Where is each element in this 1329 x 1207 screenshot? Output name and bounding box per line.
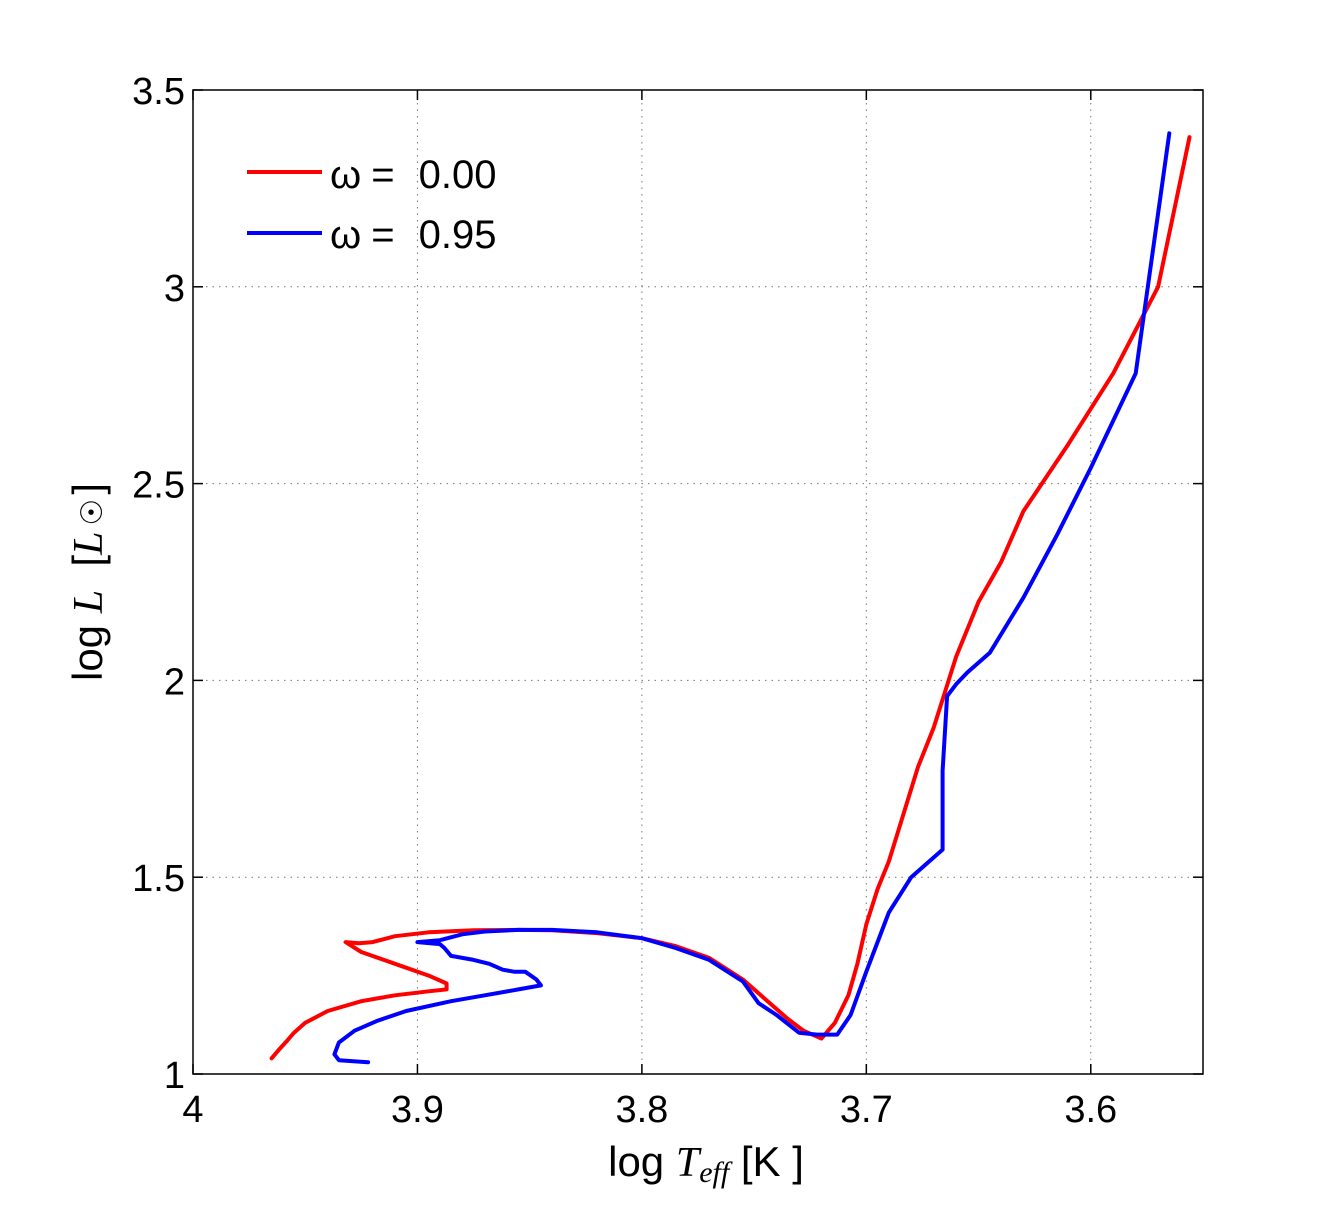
y-tick-label: 1.5	[132, 858, 185, 900]
x-tick-label: 3.8	[615, 1089, 668, 1131]
series-layer	[269, 131, 1192, 1065]
legend-entry-omega-1: ω = 0.95	[330, 213, 496, 257]
y-tick-label: 2	[164, 661, 185, 703]
grid-layer	[193, 90, 1203, 1074]
y-tick-label: 3.5	[132, 71, 185, 113]
y-tick-labels: 1 1.5 2 2.5 3 3.5	[132, 71, 185, 1097]
y-tick-label: 2.5	[132, 465, 185, 507]
x-axis-label: log Teff [K ]	[608, 1138, 804, 1189]
legend-entry-omega-0: ω = 0.00	[330, 153, 496, 197]
y-axis-label: log L [L☉]	[64, 483, 112, 681]
y-tick-label: 3	[164, 268, 185, 310]
plot-frame	[192, 89, 1204, 1075]
x-tick-label: 3.9	[391, 1089, 444, 1131]
legend: ω = 0.00 ω = 0.95	[247, 153, 496, 257]
x-tick-label: 3.6	[1064, 1089, 1117, 1131]
x-tick-label: 4	[182, 1089, 203, 1131]
x-tick-label: 3.7	[840, 1089, 893, 1131]
y-tick-label: 1	[164, 1055, 185, 1097]
series-line-omega-1	[332, 131, 1172, 1065]
tick-layer	[192, 89, 1203, 1075]
x-tick-labels: 4 3.9 3.8 3.7 3.6	[182, 1089, 1117, 1131]
